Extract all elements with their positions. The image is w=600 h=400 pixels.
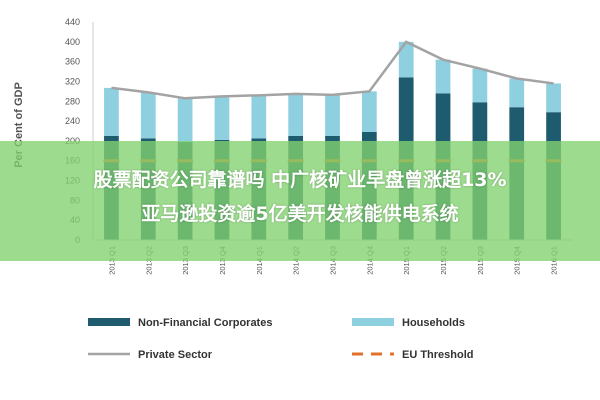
legend-swatch-households xyxy=(352,318,394,326)
bar-households xyxy=(104,87,119,136)
legend-item-non-financial-corporates: Non-Financial Corporates xyxy=(88,317,272,329)
legend-item-households: Households xyxy=(352,317,465,329)
y-tick-label: 280 xyxy=(65,96,80,106)
bar-households xyxy=(361,91,377,132)
y-tick-label: 440 xyxy=(65,17,80,27)
promo-line-2: 亚马逊投资逾5亿美开发核能供电系统 xyxy=(141,203,459,225)
promo-line-1: 股票配资公司靠谱吗 中广核矿业早盘曾涨超13% xyxy=(93,169,507,191)
bar-households xyxy=(288,93,304,136)
y-tick-label: 400 xyxy=(65,37,80,47)
bar-households xyxy=(472,68,488,103)
legend-item-private-sector: Private Sector xyxy=(88,349,213,361)
legend-label-non-financial-corporates: Non-Financial Corporates xyxy=(138,317,272,329)
y-tick-label: 360 xyxy=(65,57,80,67)
bar-households xyxy=(214,96,230,140)
y-tick-label: 320 xyxy=(65,76,80,86)
bar-households xyxy=(435,59,451,94)
bar-households xyxy=(509,78,525,108)
legend: Non-Financial Corporates Households Priv… xyxy=(88,317,474,361)
promo-banner-text: 股票配资公司靠谱吗 中广核矿业早盘曾涨超13% 亚马逊投资逾5亿美开发核能供电系… xyxy=(0,163,600,231)
bar-households xyxy=(398,41,414,78)
legend-label-households: Households xyxy=(402,317,465,329)
y-tick-label: 200 xyxy=(65,136,80,146)
bar-households xyxy=(546,83,561,113)
legend-label-private-sector: Private Sector xyxy=(138,349,213,361)
bar-households xyxy=(325,94,340,136)
legend-label-eu-threshold: EU Threshold xyxy=(402,349,474,361)
bar-households xyxy=(140,92,156,139)
legend-swatch-non-financial-corporates xyxy=(88,318,130,326)
y-tick-label: 240 xyxy=(65,116,80,126)
promo-banner xyxy=(0,141,600,261)
bar-households xyxy=(177,98,193,142)
private-sector-line-path xyxy=(111,40,554,100)
private-sector-line xyxy=(111,40,554,100)
bar-households xyxy=(251,95,267,139)
legend-item-eu-threshold: EU Threshold xyxy=(352,349,474,361)
